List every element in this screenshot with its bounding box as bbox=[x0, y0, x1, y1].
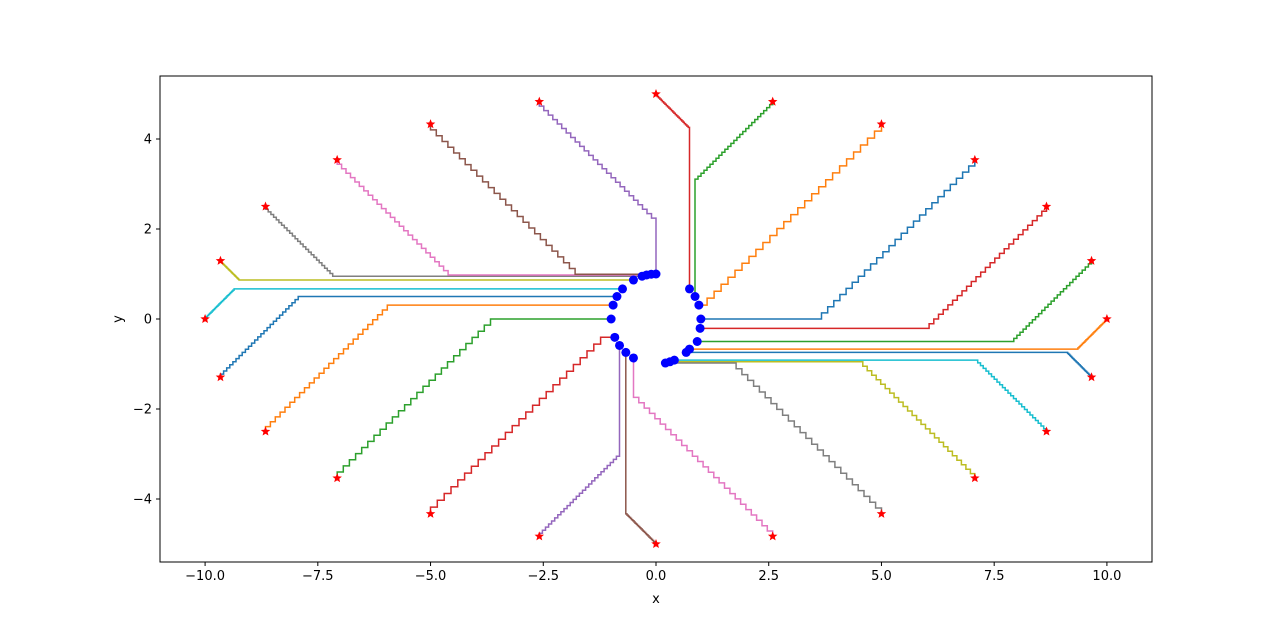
x-axis: −10.0 −7.5 −5.0 −2.5 0.0 2.5 5.0 7.5 10.0 bbox=[185, 562, 1121, 584]
series-line-5 bbox=[697, 260, 1093, 343]
y-axis-label: y bbox=[111, 315, 126, 323]
start-point-2 bbox=[694, 300, 704, 310]
target-star-23 bbox=[534, 96, 545, 106]
start-point-4 bbox=[695, 323, 705, 333]
start-point-5 bbox=[692, 337, 702, 346]
series-line-23 bbox=[538, 101, 657, 274]
target-star-22 bbox=[425, 119, 436, 129]
paths-layer bbox=[204, 94, 1108, 544]
series-line-18 bbox=[204, 288, 623, 319]
y-tick-label: −2 bbox=[133, 403, 152, 418]
start-point-0 bbox=[685, 284, 695, 294]
series-line-21 bbox=[336, 159, 647, 276]
series-line-17 bbox=[219, 295, 617, 378]
target-star-12 bbox=[651, 539, 661, 549]
target-star-5 bbox=[1086, 255, 1097, 265]
x-tick-label: 10.0 bbox=[1092, 569, 1121, 584]
series-line-2 bbox=[698, 124, 883, 306]
target-star-15 bbox=[332, 473, 342, 483]
target-star-6 bbox=[1102, 314, 1112, 324]
series-line-14 bbox=[429, 336, 615, 514]
start-point-12 bbox=[621, 347, 631, 357]
series-line-9 bbox=[669, 361, 976, 479]
series-line-6 bbox=[689, 319, 1108, 350]
x-tick-label: 5.0 bbox=[871, 569, 892, 584]
start-point-13 bbox=[615, 340, 625, 350]
y-tick-label: −4 bbox=[133, 493, 152, 508]
markers-layer bbox=[200, 89, 1112, 549]
series-line-20 bbox=[264, 206, 643, 277]
target-star-9 bbox=[970, 473, 980, 483]
target-star-21 bbox=[332, 154, 342, 164]
series-line-22 bbox=[429, 124, 652, 275]
target-star-8 bbox=[1041, 426, 1052, 436]
x-tick-label: −7.5 bbox=[302, 569, 334, 584]
x-tick-label: 2.5 bbox=[758, 569, 779, 584]
series-line-13 bbox=[538, 345, 621, 537]
target-star-13 bbox=[534, 531, 545, 541]
target-star-1 bbox=[767, 96, 778, 106]
start-point-7 bbox=[681, 347, 691, 357]
target-star-4 bbox=[1041, 201, 1052, 211]
start-point-11 bbox=[628, 353, 638, 363]
series-line-7 bbox=[686, 351, 1093, 378]
target-star-3 bbox=[970, 154, 980, 164]
start-point-23 bbox=[651, 269, 661, 279]
series-line-4 bbox=[700, 206, 1048, 330]
x-tick-label: −10.0 bbox=[185, 569, 225, 584]
series-line-19 bbox=[219, 260, 634, 281]
target-star-11 bbox=[767, 531, 778, 541]
start-point-19 bbox=[628, 275, 638, 285]
start-point-17 bbox=[612, 292, 622, 301]
series-line-3 bbox=[700, 159, 976, 320]
start-point-14 bbox=[610, 332, 620, 342]
target-star-17 bbox=[215, 372, 226, 382]
y-axis: −4 −2 0 2 4 bbox=[133, 133, 160, 508]
x-tick-label: −2.5 bbox=[527, 569, 559, 584]
y-tick-label: 2 bbox=[144, 223, 152, 238]
series-line-8 bbox=[674, 359, 1048, 432]
y-tick-label: 0 bbox=[144, 313, 152, 328]
target-star-2 bbox=[876, 119, 887, 129]
series-line-16 bbox=[264, 304, 614, 432]
start-point-15 bbox=[606, 314, 616, 324]
target-star-7 bbox=[1086, 372, 1097, 382]
start-point-10 bbox=[660, 358, 670, 368]
start-point-1 bbox=[690, 292, 700, 301]
series-line-11 bbox=[632, 358, 774, 537]
target-star-19 bbox=[215, 255, 226, 265]
x-tick-label: −5.0 bbox=[415, 569, 447, 584]
series-line-10 bbox=[665, 362, 883, 514]
target-star-16 bbox=[260, 426, 271, 436]
y-tick-label: 4 bbox=[144, 133, 152, 148]
target-star-0 bbox=[651, 89, 661, 99]
series-line-15 bbox=[336, 318, 612, 479]
x-axis-label: x bbox=[652, 592, 660, 607]
target-star-18 bbox=[200, 314, 210, 324]
target-star-14 bbox=[425, 508, 436, 518]
start-point-18 bbox=[617, 284, 627, 294]
series-line-12 bbox=[625, 352, 657, 544]
start-point-16 bbox=[608, 300, 618, 310]
series-line-0 bbox=[655, 94, 691, 289]
target-star-20 bbox=[260, 201, 271, 211]
start-point-3 bbox=[696, 314, 706, 324]
series-line-1 bbox=[694, 101, 774, 297]
x-tick-label: 7.5 bbox=[984, 569, 1005, 584]
target-star-10 bbox=[876, 508, 887, 518]
x-tick-label: 0.0 bbox=[646, 569, 667, 584]
